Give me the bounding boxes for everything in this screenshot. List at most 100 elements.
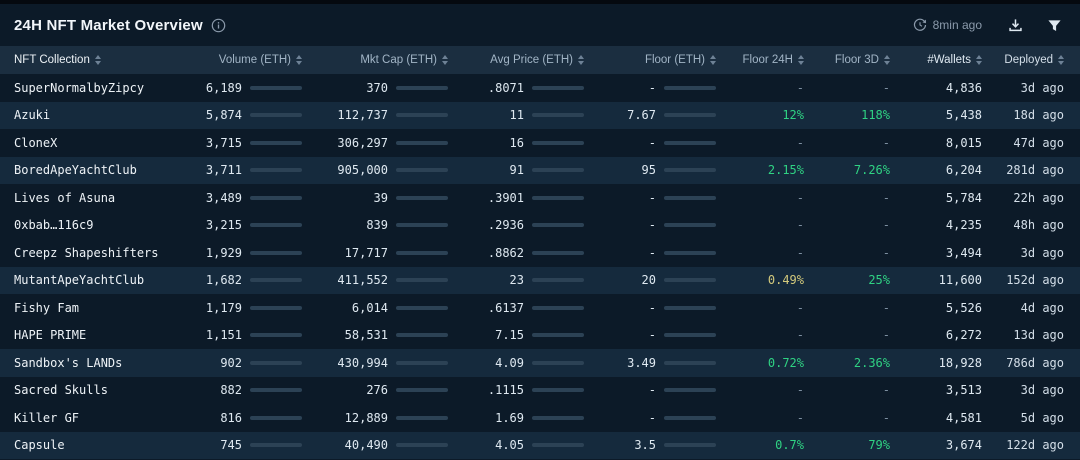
floor-bar (664, 415, 716, 420)
deployed-cell: 3d ago (1020, 245, 1064, 260)
wallets-cell: 6,204 (945, 163, 982, 178)
mktcap-cell: 306,297 (302, 136, 448, 150)
floor-cell: 3.5 (584, 438, 716, 452)
table-row[interactable]: HAPE PRIME 1,151 58,531 7.15 - - - 6,272… (0, 321, 1080, 349)
floor24h-cell: - (796, 383, 804, 398)
floor-cell: 20 (584, 273, 716, 287)
avgprice-value: .8862 (487, 245, 524, 260)
column-header-mktcap[interactable]: Mkt Cap (ETH) (302, 54, 448, 66)
page-title: 24H NFT Market Overview (14, 16, 203, 34)
volume-bar (250, 388, 302, 393)
mktcap-value: 6,014 (351, 300, 388, 315)
floor-cell: - (584, 411, 716, 425)
floor-value: - (648, 300, 656, 315)
mktcap-cell: 839 (302, 218, 448, 232)
floor-bar (664, 333, 716, 338)
table-row[interactable]: Sacred Skulls 882 276 .1115 - - - 3,513 … (0, 376, 1080, 404)
wallets-cell: 4,836 (945, 80, 982, 95)
avgprice-bar (532, 250, 584, 255)
avgprice-bar (532, 333, 584, 338)
table-row[interactable]: CloneX 3,715 306,297 16 - - - 8,015 47d … (0, 129, 1080, 157)
column-header-floor[interactable]: Floor (ETH) (584, 54, 716, 66)
floor-cell: - (584, 136, 716, 150)
avgprice-bar (532, 140, 584, 145)
volume-value: 1,682 (205, 273, 242, 288)
table-row[interactable]: Fishy Fam 1,179 6,014 .6137 - - - 5,526 … (0, 294, 1080, 322)
mktcap-bar (396, 113, 448, 118)
volume-cell: 1,682 (174, 273, 302, 287)
download-button[interactable] (1008, 18, 1023, 33)
collection-name: MutantApeYachtClub (14, 273, 145, 288)
column-header-floor24h[interactable]: Floor 24H (716, 54, 804, 66)
table-row[interactable]: Capsule 745 40,490 4.05 3.5 0.7% 79% 3,6… (0, 431, 1080, 459)
floor24h-cell: 0.7% (775, 438, 804, 453)
floor-value: 3.49 (627, 355, 656, 370)
table-row[interactable]: Creepz Shapeshifters 1,929 17,717 .8862 … (0, 239, 1080, 267)
avgprice-cell: .1115 (448, 383, 584, 397)
floor-value: - (648, 218, 656, 233)
table-row[interactable]: 0xbab…116c9 3,215 839 .2936 - - - 4,235 … (0, 211, 1080, 239)
floor-bar (664, 140, 716, 145)
avgprice-cell: .6137 (448, 301, 584, 315)
volume-cell: 816 (174, 411, 302, 425)
sort-icon (710, 55, 716, 65)
column-header-wallets[interactable]: #Wallets (890, 54, 982, 66)
deployed-cell: 47d ago (1013, 135, 1064, 150)
column-header-avgprice[interactable]: Avg Price (ETH) (448, 54, 584, 66)
filter-button[interactable] (1047, 18, 1062, 33)
volume-value: 5,874 (205, 108, 242, 123)
table-row[interactable]: Azuki 5,874 112,737 11 7.67 12% 118% 5,4… (0, 101, 1080, 129)
mktcap-bar (396, 223, 448, 228)
deployed-cell: 22h ago (1013, 190, 1064, 205)
collection-name: Sandbox's LANDs (14, 355, 123, 370)
wallets-cell: 5,784 (945, 190, 982, 205)
table-row[interactable]: SuperNormalbyZipcy 6,189 370 .8071 - - -… (0, 74, 1080, 102)
mktcap-value: 17,717 (344, 245, 388, 260)
floor3d-cell: - (882, 80, 890, 95)
volume-bar (250, 278, 302, 283)
wallets-cell: 4,235 (945, 218, 982, 233)
column-header-collection[interactable]: NFT Collection (0, 54, 174, 66)
wallets-cell: 5,526 (945, 300, 982, 315)
sort-icon (94, 55, 101, 65)
table-row[interactable]: BoredApeYachtClub 3,711 905,000 91 95 2.… (0, 156, 1080, 184)
floor3d-cell: - (882, 190, 890, 205)
info-icon[interactable] (211, 18, 226, 33)
volume-bar (250, 305, 302, 310)
avgprice-cell: .8071 (448, 81, 584, 95)
volume-cell: 1,929 (174, 246, 302, 260)
avgprice-value: 16 (509, 135, 524, 150)
volume-value: 3,715 (205, 135, 242, 150)
floor-value: 20 (641, 273, 656, 288)
table-row[interactable]: Sandbox's LANDs 902 430,994 4.09 3.49 0.… (0, 349, 1080, 377)
volume-value: 1,151 (205, 328, 242, 343)
last-updated-text: 8min ago (932, 18, 982, 32)
floor3d-cell: - (882, 383, 890, 398)
floor3d-cell: 79% (868, 438, 890, 453)
floor3d-cell: 7.26% (853, 163, 890, 178)
floor24h-cell: - (796, 218, 804, 233)
sort-icon (442, 55, 448, 65)
floor-bar (664, 360, 716, 365)
mktcap-bar (396, 333, 448, 338)
avgprice-bar (532, 168, 584, 173)
volume-bar (250, 113, 302, 118)
table-row[interactable]: MutantApeYachtClub 1,682 411,552 23 20 0… (0, 266, 1080, 294)
floor-value: 3.5 (634, 438, 656, 453)
table-row[interactable]: Killer GF 816 12,889 1.69 - - - 4,581 5d… (0, 404, 1080, 432)
avgprice-bar (532, 223, 584, 228)
column-header-deployed[interactable]: Deployed (982, 54, 1080, 66)
mktcap-bar (396, 250, 448, 255)
table-row[interactable]: Lives of Asuna 3,489 39 .3901 - - - 5,78… (0, 184, 1080, 212)
volume-bar (250, 168, 302, 173)
avgprice-value: 1.69 (495, 410, 524, 425)
avgprice-cell: 11 (448, 108, 584, 122)
column-header-volume[interactable]: Volume (ETH) (174, 54, 302, 66)
avgprice-bar (532, 305, 584, 310)
floor-bar (664, 223, 716, 228)
floor-cell: - (584, 246, 716, 260)
column-header-floor3d[interactable]: Floor 3D (804, 54, 890, 66)
collection-name: Azuki (14, 108, 51, 123)
volume-value: 1,179 (205, 300, 242, 315)
avgprice-value: 91 (509, 163, 524, 178)
